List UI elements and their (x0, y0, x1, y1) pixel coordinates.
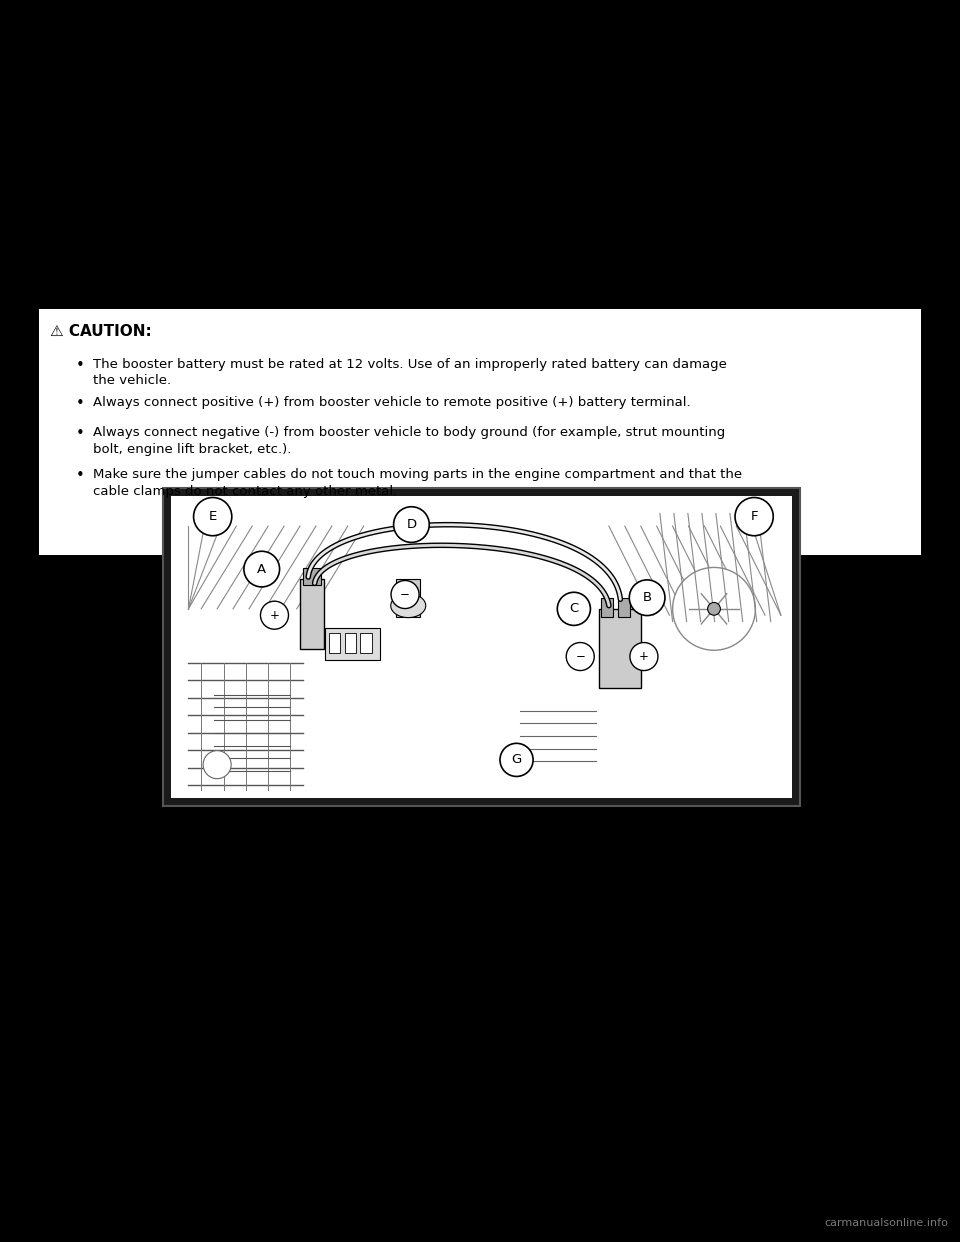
Bar (360, 632, 372, 653)
Bar (601, 597, 612, 617)
Circle shape (735, 498, 773, 535)
Bar (328, 632, 340, 653)
Bar (325, 628, 379, 660)
Text: −: − (575, 650, 586, 663)
Text: G: G (512, 754, 521, 766)
Bar (300, 579, 324, 648)
Bar (345, 632, 356, 653)
Circle shape (260, 601, 289, 630)
Text: Always connect negative (-) from booster vehicle to body ground (for example, st: Always connect negative (-) from booster… (93, 426, 725, 456)
Text: carmanualsonline.info: carmanualsonline.info (824, 1218, 948, 1228)
Bar (171, 496, 792, 799)
Circle shape (558, 592, 590, 626)
Circle shape (673, 568, 756, 651)
Circle shape (566, 642, 594, 671)
Text: C: C (569, 602, 579, 615)
Circle shape (630, 642, 658, 671)
Text: •: • (76, 396, 84, 411)
Circle shape (500, 743, 533, 776)
Bar (38, 308, 922, 556)
Bar (303, 568, 321, 585)
Text: •: • (76, 426, 84, 441)
Text: A: A (257, 563, 266, 575)
Circle shape (630, 580, 665, 616)
Circle shape (394, 507, 429, 543)
Bar (599, 609, 640, 688)
Bar (163, 488, 800, 806)
Circle shape (708, 602, 720, 615)
Bar (396, 579, 420, 617)
Bar (618, 597, 630, 617)
Text: E: E (208, 510, 217, 523)
Text: D: D (406, 518, 417, 532)
Text: Always connect positive (+) from booster vehicle to remote positive (+) battery : Always connect positive (+) from booster… (93, 396, 690, 409)
Circle shape (204, 750, 231, 779)
Text: F: F (751, 510, 757, 523)
Text: +: + (270, 609, 279, 622)
Text: The booster battery must be rated at 12 volts. Use of an improperly rated batter: The booster battery must be rated at 12 … (93, 358, 727, 388)
Text: •: • (76, 468, 84, 483)
Text: •: • (76, 358, 84, 373)
Circle shape (244, 551, 279, 587)
Text: +: + (639, 650, 649, 663)
Circle shape (194, 498, 231, 535)
Circle shape (391, 580, 420, 609)
Ellipse shape (391, 594, 426, 617)
Text: Make sure the jumper cables do not touch moving parts in the engine compartment : Make sure the jumper cables do not touch… (93, 468, 742, 498)
Text: B: B (642, 591, 652, 604)
Text: ⚠ CAUTION:: ⚠ CAUTION: (50, 324, 152, 339)
Text: −: − (400, 587, 410, 601)
